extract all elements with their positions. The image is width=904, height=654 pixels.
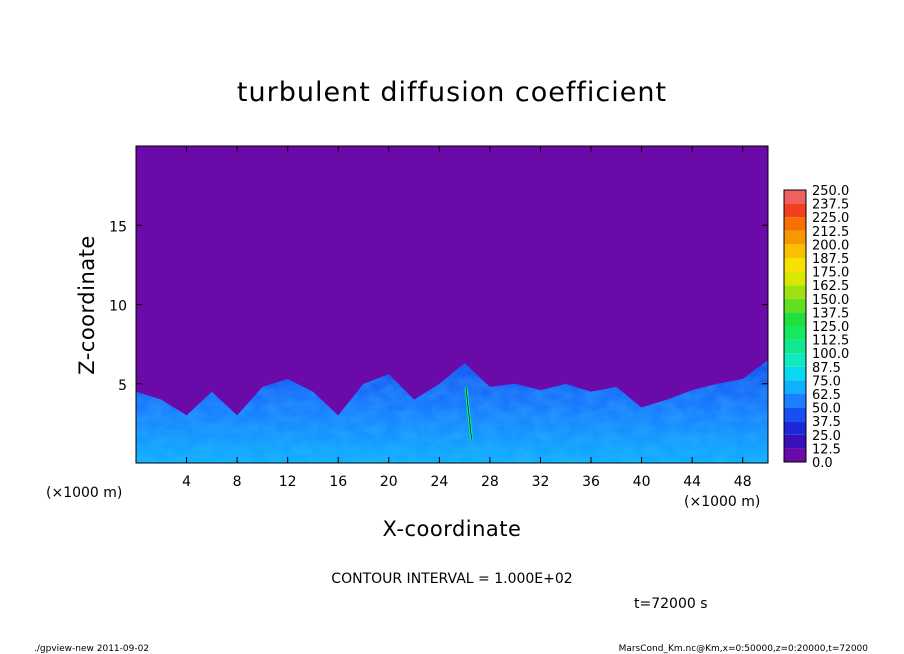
y-tick-label: 15 bbox=[109, 219, 127, 235]
colorbar-frame bbox=[783, 189, 807, 463]
y-tick-label: 10 bbox=[109, 299, 127, 315]
colorbar-label: 225.0 bbox=[812, 211, 849, 226]
colorbar-swatch bbox=[784, 380, 806, 394]
colorbar-label: 87.5 bbox=[812, 361, 841, 376]
x-tick-label: 44 bbox=[683, 474, 701, 490]
colorbar-label: 237.5 bbox=[812, 198, 849, 213]
contour-interval: CONTOUR INTERVAL = 1.000E+02 bbox=[331, 571, 572, 587]
x-tick-label: 32 bbox=[532, 474, 550, 490]
x-unit-left: (×1000 m) bbox=[46, 485, 122, 501]
colorbar-swatch bbox=[784, 366, 806, 381]
colorbar-label: 50.0 bbox=[812, 402, 841, 417]
colorbar-swatch bbox=[784, 353, 806, 367]
colorbar-swatch bbox=[784, 217, 806, 231]
colorbar-swatch bbox=[784, 298, 806, 313]
x-axis-ticks: 4 8 12 16 20 24 28 32 36 40 44 48 bbox=[182, 146, 752, 490]
colorbar-swatch bbox=[784, 271, 806, 286]
colorbar-label: 162.5 bbox=[812, 279, 849, 294]
x-tick-label: 8 bbox=[233, 474, 242, 490]
colorbar-swatch bbox=[784, 190, 806, 204]
footer-right: MarsCond_Km.nc@Km,x=0:50000,z=0:20000,t=… bbox=[619, 644, 869, 654]
colorbar-label: 200.0 bbox=[812, 238, 849, 253]
plot-area bbox=[135, 145, 769, 464]
footer-left: ./gpview-new 2011-09-02 bbox=[34, 644, 149, 654]
x-tick-label: 16 bbox=[329, 474, 347, 490]
colorbar-swatch bbox=[784, 230, 806, 245]
colorbar-swatch bbox=[784, 421, 806, 435]
colorbar-swatch bbox=[784, 407, 806, 422]
colorbar: 0.012.525.037.550.062.575.087.5100.0112.… bbox=[783, 184, 849, 471]
colorbar-label: 37.5 bbox=[812, 415, 841, 430]
colorbar-label: 175.0 bbox=[812, 266, 849, 281]
time-label: t=72000 s bbox=[634, 596, 708, 612]
colorbar-swatch bbox=[784, 339, 806, 354]
colorbar-swatch bbox=[784, 285, 806, 299]
colorbar-label: 125.0 bbox=[812, 320, 849, 335]
colorbar-label: 212.5 bbox=[812, 225, 849, 240]
chart-title: turbulent diffusion coefficient bbox=[237, 77, 667, 108]
colorbar-swatch bbox=[784, 326, 806, 340]
boundary-layer-texture bbox=[136, 360, 768, 463]
colorbar-label: 0.0 bbox=[812, 456, 833, 471]
colorbar-label: 62.5 bbox=[812, 388, 841, 403]
x-tick-label: 24 bbox=[430, 474, 448, 490]
x-tick-label: 40 bbox=[633, 474, 651, 490]
diffusion-field bbox=[136, 360, 768, 463]
colorbar-label: 12.5 bbox=[812, 442, 841, 457]
y-axis-ticks: 5 10 15 bbox=[109, 219, 768, 394]
x-tick-label: 28 bbox=[481, 474, 499, 490]
colorbar-label: 187.5 bbox=[812, 252, 849, 267]
colorbar-swatch bbox=[784, 394, 806, 408]
colorbar-swatch bbox=[784, 203, 806, 218]
x-tick-label: 48 bbox=[734, 474, 752, 490]
colorbar-swatch bbox=[784, 258, 806, 272]
x-tick-label: 4 bbox=[182, 474, 191, 490]
colorbar-swatch bbox=[784, 244, 806, 258]
x-tick-label: 36 bbox=[582, 474, 600, 490]
x-tick-label: 12 bbox=[279, 474, 297, 490]
colorbar-label: 137.5 bbox=[812, 306, 849, 321]
colorbar-swatch bbox=[784, 312, 806, 326]
colorbar-label: 75.0 bbox=[812, 374, 841, 389]
colorbar-label: 150.0 bbox=[812, 293, 849, 308]
x-unit-right: (×1000 m) bbox=[684, 494, 760, 510]
colorbar-label: 25.0 bbox=[812, 429, 841, 444]
colorbar-label: 112.5 bbox=[812, 334, 849, 349]
y-tick-label: 5 bbox=[118, 378, 127, 394]
x-tick-label: 20 bbox=[380, 474, 398, 490]
x-axis-label: X-coordinate bbox=[383, 517, 522, 541]
colorbar-label: 250.0 bbox=[812, 184, 849, 199]
y-axis-label: Z-coordinate bbox=[75, 235, 99, 375]
colorbar-swatch bbox=[784, 434, 806, 449]
colorbar-label: 100.0 bbox=[812, 347, 849, 362]
colorbar-swatch bbox=[784, 448, 806, 462]
plume-contour bbox=[465, 386, 472, 440]
